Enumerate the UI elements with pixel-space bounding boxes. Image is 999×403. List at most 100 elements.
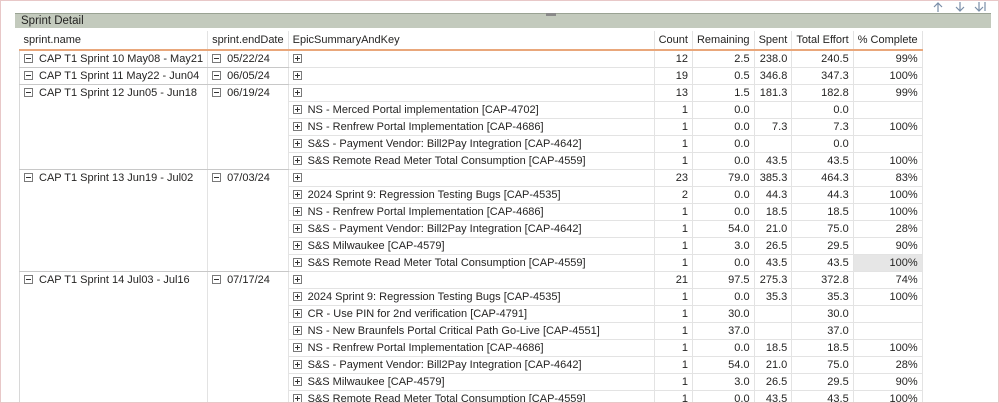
value-cell: 75.0	[791, 356, 854, 374]
expand-button[interactable]	[292, 308, 302, 318]
value-cell: 90%	[853, 373, 923, 391]
value-cell: 0.0	[692, 186, 755, 204]
expand-button[interactable]	[292, 70, 302, 80]
expand-button[interactable]	[292, 274, 302, 284]
column-header[interactable]: Total Effort	[791, 31, 854, 51]
collapse-button[interactable]	[212, 70, 222, 80]
value-cell: 37.0	[692, 322, 755, 340]
expand-button[interactable]	[292, 104, 302, 114]
value-cell: 1	[654, 237, 693, 255]
total-cell: 0.5	[692, 67, 755, 85]
column-header[interactable]: Remaining	[692, 31, 755, 51]
expand-button[interactable]	[292, 172, 302, 182]
epic-cell: S&S - Payment Vendor: Bill2Pay Integrati…	[288, 220, 655, 238]
collapse-button[interactable]	[24, 274, 33, 284]
expand-button[interactable]	[292, 121, 302, 131]
epic-row: NS - Renfrew Portal Implementation [CAP-…	[20, 203, 923, 221]
column-header[interactable]: % Complete	[853, 31, 923, 51]
value-cell: 3.0	[692, 373, 755, 391]
value-cell: 18.5	[754, 203, 793, 221]
column-header[interactable]: Count	[654, 31, 693, 51]
column-header[interactable]: sprint.name	[19, 31, 209, 51]
cell-text: 06/19/24	[227, 86, 270, 99]
end-date-cell: 07/17/24	[207, 271, 289, 402]
cell-text: NS - Renfrew Portal Implementation [CAP-…	[307, 120, 544, 133]
expand-button[interactable]	[292, 291, 302, 301]
cell-text: NS - Renfrew Portal Implementation [CAP-…	[307, 205, 544, 218]
value-cell: 0.0	[791, 135, 854, 153]
sprint-name-cell: CAP T1 Sprint 11 May22 - Jun04	[19, 67, 209, 85]
total-cell: 99%	[853, 50, 923, 68]
collapse-button[interactable]	[212, 172, 222, 182]
value-cell: 100%	[853, 118, 923, 136]
total-cell: 83%	[853, 169, 923, 187]
value-cell: 28%	[853, 356, 923, 374]
collapse-button[interactable]	[24, 70, 33, 80]
value-cell: 43.5	[791, 152, 854, 170]
epic-row: S&S - Payment Vendor: Bill2Pay Integrati…	[20, 135, 923, 153]
cell-text: 07/03/24	[227, 171, 270, 184]
column-header[interactable]: EpicSummaryAndKey	[288, 31, 655, 51]
value-cell: 43.5	[754, 390, 793, 402]
expand-button[interactable]	[292, 325, 302, 335]
collapse-button[interactable]	[24, 87, 33, 97]
epic-row: S&S Milwaukee [CAP-4579] 1 3.0 26.5 29.5 90%	[20, 373, 923, 391]
column-header[interactable]: sprint.endDate	[207, 31, 289, 51]
expand-button[interactable]	[292, 138, 302, 148]
cell-text: NS - New Braunfels Portal Critical Path …	[307, 324, 600, 337]
toolbar-icons[interactable]	[929, 1, 993, 13]
expand-button[interactable]	[292, 155, 302, 165]
epic-row: S&S Milwaukee [CAP-4579] 1 3.0 26.5 29.5 90%	[20, 237, 923, 255]
epic-cell: S&S Milwaukee [CAP-4579]	[288, 373, 655, 391]
epic-cell: S&S Remote Read Meter Total Consumption …	[288, 254, 655, 272]
group-row: CAP T1 Sprint 14 Jul03 - Jul16 07/17/24 21…	[19, 271, 923, 402]
cell-text: 07/17/24	[227, 273, 270, 286]
cell-text: S&S Remote Read Meter Total Consumption …	[307, 392, 586, 403]
value-cell	[853, 135, 923, 153]
expand-button[interactable]	[292, 223, 302, 233]
expand-button[interactable]	[292, 342, 302, 352]
collapse-button[interactable]	[212, 274, 222, 284]
expand-button[interactable]	[292, 376, 302, 386]
cell-text: S&S Milwaukee [CAP-4579]	[307, 239, 445, 252]
cell-text: S&S - Payment Vendor: Bill2Pay Integrati…	[307, 358, 582, 371]
value-cell: 21.0	[754, 356, 793, 374]
expand-button[interactable]	[292, 189, 302, 199]
collapse-button[interactable]	[24, 54, 33, 63]
epic-cell: NS - Renfrew Portal Implementation [CAP-…	[288, 339, 655, 357]
drag-handle[interactable]	[546, 13, 556, 16]
expand-button[interactable]	[292, 206, 302, 216]
expand-button[interactable]	[292, 359, 302, 369]
expand-button[interactable]	[292, 87, 302, 97]
epic-row: S&S Remote Read Meter Total Consumption …	[20, 254, 923, 272]
value-cell: 43.5	[754, 152, 793, 170]
epic-cell: S&S - Payment Vendor: Bill2Pay Integrati…	[288, 135, 655, 153]
value-cell: 0.0	[692, 118, 755, 136]
total-cell: 347.3	[791, 67, 854, 85]
expand-button[interactable]	[292, 393, 302, 402]
collapse-button[interactable]	[212, 54, 222, 63]
cell-text: CAP T1 Sprint 14 Jul03 - Jul16	[39, 273, 190, 286]
value-cell: 30.0	[791, 305, 854, 323]
expand-button[interactable]	[292, 240, 302, 250]
value-cell: 35.3	[754, 288, 793, 306]
value-cell	[853, 305, 923, 323]
epic-cell: 2024 Sprint 9: Regression Testing Bugs […	[288, 288, 655, 306]
value-cell: 100%	[853, 152, 923, 170]
value-cell	[754, 101, 793, 119]
total-cell: 23	[654, 169, 693, 187]
value-cell: 44.3	[791, 186, 854, 204]
expand-button[interactable]	[292, 257, 302, 267]
expand-button[interactable]	[292, 53, 302, 63]
value-cell	[754, 322, 793, 340]
cell-text: S&S - Payment Vendor: Bill2Pay Integrati…	[307, 137, 582, 150]
collapse-button[interactable]	[212, 87, 222, 97]
cell-text: CAP T1 Sprint 10 May08 - May21	[39, 53, 204, 65]
column-header[interactable]: Spent	[754, 31, 793, 51]
value-cell: 44.3	[754, 186, 793, 204]
value-cell: 0.0	[692, 135, 755, 153]
collapse-button[interactable]	[24, 172, 33, 182]
total-cell: 238.0	[754, 50, 793, 68]
epic-cell: S&S Remote Read Meter Total Consumption …	[288, 390, 655, 403]
total-cell: 99%	[853, 84, 923, 102]
